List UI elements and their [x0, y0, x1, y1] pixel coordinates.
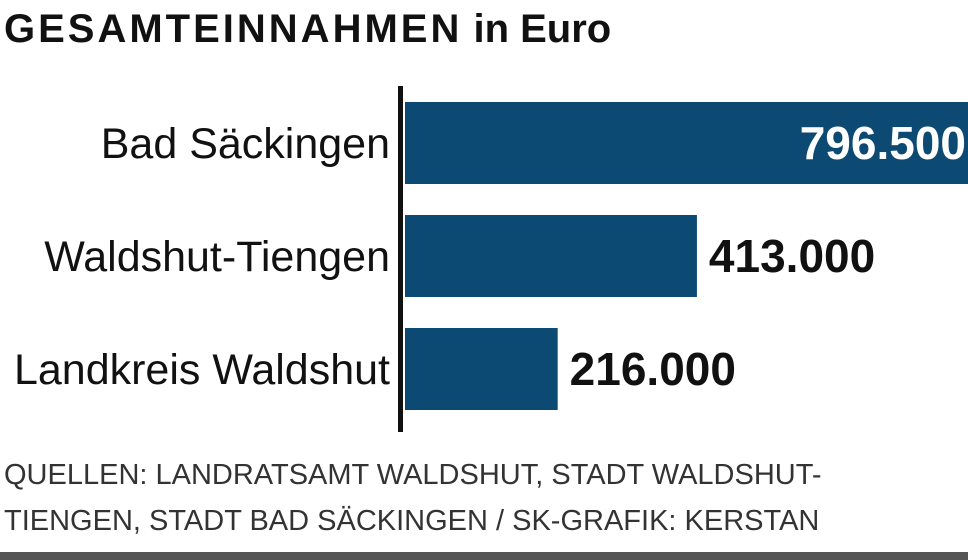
- y-axis-line: [398, 86, 403, 432]
- chart-title-main: GESAMTEINNAHMEN: [4, 7, 463, 51]
- chart-title: GESAMTEINNAHMEN in Euro: [4, 4, 611, 54]
- category-label-3: Landkreis Waldshut: [14, 346, 390, 394]
- bar-3: [405, 328, 558, 410]
- category-label-2: Waldshut-Tiengen: [44, 233, 390, 281]
- category-label-1: Bad Säckingen: [101, 120, 390, 168]
- value-label-3: 216.000: [570, 343, 736, 395]
- source-note: QUELLEN: LANDRATSAMT WALDSHUT, STADT WAL…: [4, 452, 822, 544]
- bar-chart-svg: Bad Säckingen 796.500 Waldshut-Tiengen 413.…: [14, 86, 968, 432]
- bar-1: [405, 102, 968, 184]
- source-line-2: TIENGEN, STADT BAD SÄCKINGEN / SK-GRAFIK…: [4, 505, 820, 537]
- bar-2: [405, 215, 697, 297]
- value-label-1: 796.500: [800, 117, 966, 169]
- source-line-1: QUELLEN: LANDRATSAMT WALDSHUT, STADT WAL…: [4, 459, 822, 491]
- value-label-2: 413.000: [709, 230, 875, 282]
- footer-bar: [0, 552, 968, 560]
- bar-chart: Bad Säckingen 796.500 Waldshut-Tiengen 413.…: [14, 86, 968, 432]
- chart-title-unit: in Euro: [473, 7, 612, 51]
